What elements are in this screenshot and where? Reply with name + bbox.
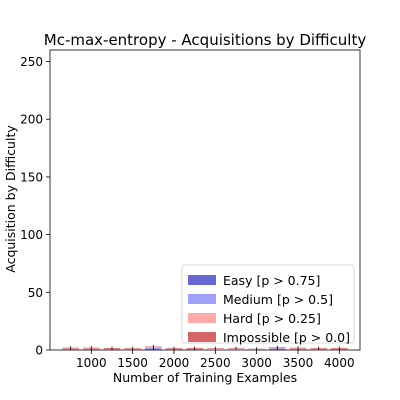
x-tick-label: 2000 xyxy=(159,356,190,370)
legend-swatch xyxy=(188,294,216,304)
y-tick-label: 200 xyxy=(20,113,43,127)
legend-label: Hard [p > 0.25] xyxy=(223,311,321,326)
legend-label: Easy [p > 0.75] xyxy=(223,273,320,288)
legend-swatch xyxy=(188,275,216,285)
x-tick-label: 2500 xyxy=(200,356,231,370)
y-tick-label: 150 xyxy=(20,170,43,184)
chart-title: Mc-max-entropy - Acquisitions by Difficu… xyxy=(44,31,367,49)
y-tick-label: 0 xyxy=(35,344,43,358)
x-tick-label: 3500 xyxy=(283,356,314,370)
x-tick-label: 1500 xyxy=(117,356,148,370)
y-tick-label: 100 xyxy=(20,228,43,242)
legend: Easy [p > 0.75] Medium [p > 0.5] Hard [p >… xyxy=(181,264,355,345)
legend-swatch xyxy=(188,313,216,323)
y-ticks: 0 50 100 150 200 250 xyxy=(20,55,50,358)
x-axis-label: Number of Training Examples xyxy=(113,370,297,385)
x-ticks: 1000 1500 2000 2500 3000 3500 4000 xyxy=(76,350,355,370)
legend-swatch xyxy=(188,332,216,342)
x-tick-label: 1000 xyxy=(76,356,107,370)
legend-box xyxy=(181,264,355,344)
x-tick-label: 4000 xyxy=(324,356,355,370)
legend-label: Medium [p > 0.5] xyxy=(223,292,333,307)
y-tick-label: 50 xyxy=(28,286,43,300)
x-tick-label: 3000 xyxy=(241,356,272,370)
legend-label: Impossible [p > 0.0] xyxy=(223,330,350,345)
y-tick-label: 250 xyxy=(20,55,43,69)
bars xyxy=(62,345,348,351)
y-axis-label: Acquisition by Difficulty xyxy=(3,125,18,273)
